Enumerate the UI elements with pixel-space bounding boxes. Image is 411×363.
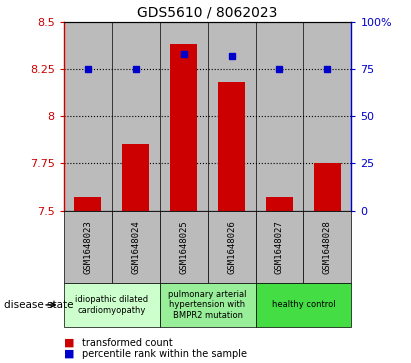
Text: disease state: disease state [4,300,74,310]
Text: GSM1648028: GSM1648028 [323,220,332,274]
Text: idiopathic dilated
cardiomyopathy: idiopathic dilated cardiomyopathy [75,295,148,315]
Text: pulmonary arterial
hypertension with
BMPR2 mutation: pulmonary arterial hypertension with BMP… [169,290,247,320]
Bar [256,283,351,327]
Bar [159,211,208,283]
Text: GSM1648025: GSM1648025 [179,220,188,274]
Title: GDS5610 / 8062023: GDS5610 / 8062023 [137,5,278,19]
Text: ■: ■ [64,338,74,348]
Text: GSM1648023: GSM1648023 [83,220,92,274]
Bar [64,283,159,327]
Bar [171,44,197,211]
Text: GSM1648027: GSM1648027 [275,220,284,274]
Bar [256,22,303,211]
Bar [218,82,245,211]
Bar [208,22,256,211]
Bar [256,211,303,283]
Text: GSM1648024: GSM1648024 [131,220,140,274]
Text: ■: ■ [64,349,74,359]
Bar [208,211,256,283]
Text: transformed count: transformed count [82,338,173,348]
Bar [266,197,293,211]
Bar [74,197,101,211]
Bar [64,22,112,211]
Bar [112,22,159,211]
Text: GSM1648026: GSM1648026 [227,220,236,274]
Bar [314,163,341,211]
Bar [112,211,159,283]
Text: percentile rank within the sample: percentile rank within the sample [82,349,247,359]
Bar [122,144,149,211]
Bar [64,211,112,283]
Bar [159,22,208,211]
Text: healthy control: healthy control [272,301,335,309]
Bar [303,211,351,283]
Bar [303,22,351,211]
Bar [159,283,256,327]
